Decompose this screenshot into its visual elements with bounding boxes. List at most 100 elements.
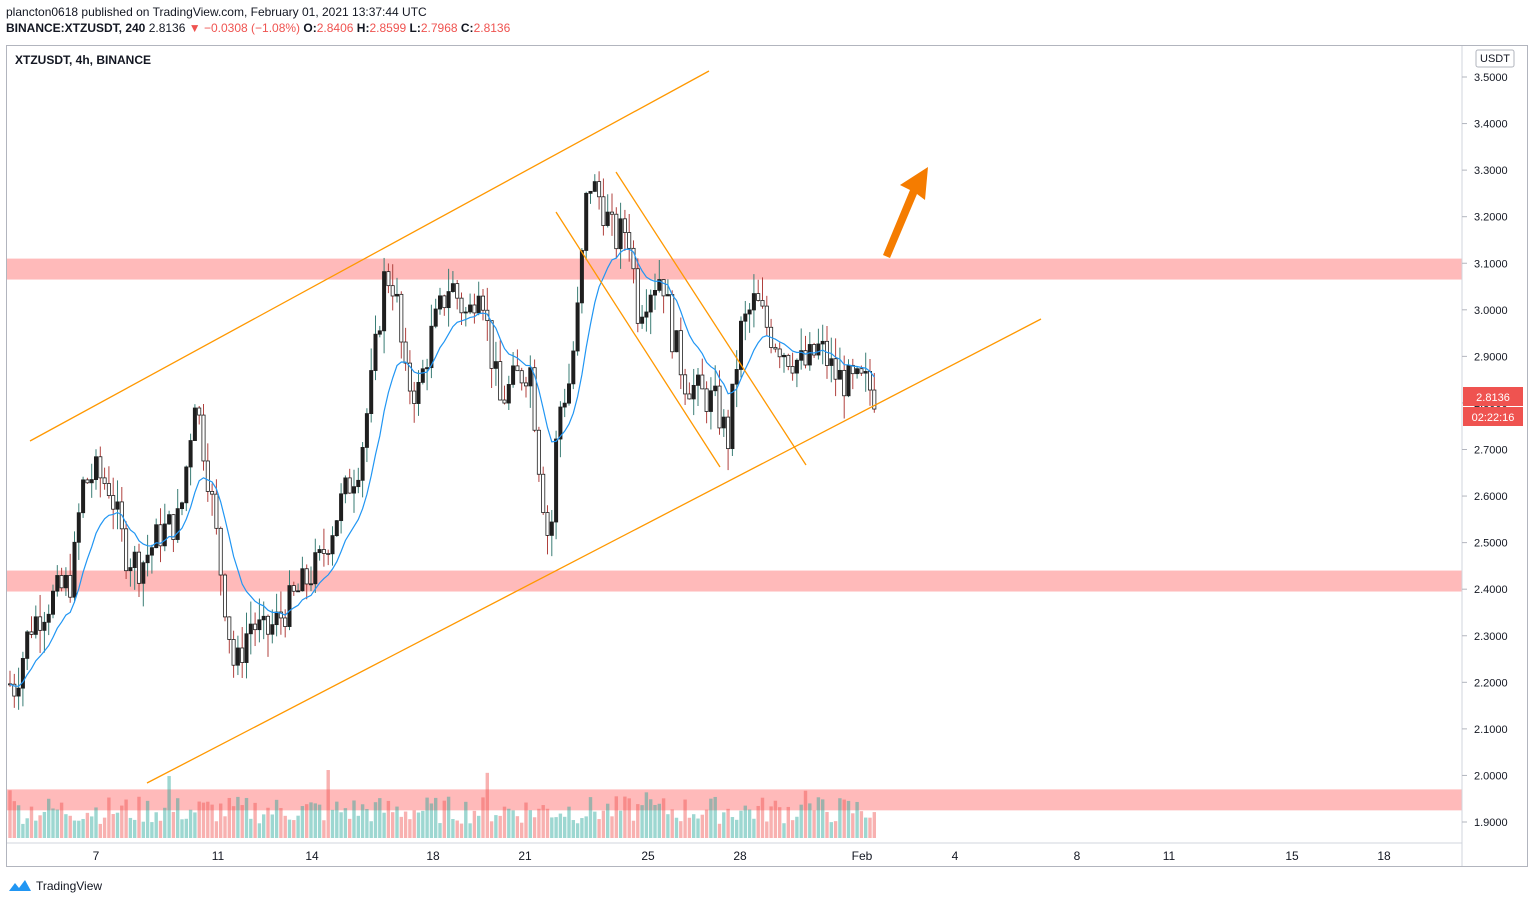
candle-body <box>433 308 438 327</box>
candle-body <box>154 524 159 549</box>
volume-bar <box>640 805 644 838</box>
time-tick-label: 15 <box>1285 849 1299 863</box>
candle-body <box>665 294 670 297</box>
candle-body <box>390 285 395 297</box>
volume-bar <box>283 815 287 838</box>
time-tick-label: 14 <box>305 849 319 863</box>
candle-body <box>85 479 90 484</box>
moving-average-line <box>9 248 875 687</box>
candle-body <box>670 294 675 353</box>
volume-bar <box>21 823 25 838</box>
candle-body <box>115 501 120 510</box>
candle-body <box>227 616 232 640</box>
volume-bar <box>769 806 773 838</box>
volume-bar <box>563 816 567 838</box>
candle-body <box>386 271 391 287</box>
volume-bar <box>851 813 855 838</box>
candle-body <box>141 562 146 584</box>
candle-body <box>567 383 572 404</box>
volume-bar <box>326 770 330 838</box>
footer: TradingView <box>8 878 102 894</box>
open-value: 2.8406 <box>316 21 354 35</box>
volume-bar <box>644 792 649 838</box>
volume-bar <box>223 816 227 838</box>
volume-bar <box>674 817 679 838</box>
volume-bar <box>253 802 257 838</box>
candle-body <box>476 295 481 314</box>
candle-body <box>764 305 769 328</box>
candle-body <box>743 313 748 322</box>
volume-bar <box>593 811 597 838</box>
volume-bar <box>511 810 515 838</box>
currency-label: USDT <box>1480 53 1510 65</box>
volume-bar <box>735 819 739 838</box>
volume-bar <box>171 811 176 838</box>
volume-bar <box>391 812 395 838</box>
volume-bar <box>455 820 459 838</box>
volume-bar <box>68 815 72 838</box>
chart-frame[interactable] <box>6 45 1528 867</box>
volume-bar <box>743 805 747 838</box>
candle-body <box>59 575 64 589</box>
volume-bar <box>59 802 64 838</box>
volume-bar <box>141 821 145 838</box>
candle-body <box>756 293 761 301</box>
candle-body <box>760 300 765 307</box>
support-resistance-zones <box>7 258 1462 811</box>
volume-bar <box>575 823 580 838</box>
volume-bar <box>236 796 240 838</box>
price-axis: 3.5000 3.4000 3.3000 3.2000 3.1000 3.0000 2.90… <box>1462 72 1508 829</box>
price-zone <box>7 789 1462 811</box>
chart-legend: XTZUSDT, 4h, BINANCE <box>15 53 151 67</box>
candle-body <box>51 590 56 615</box>
candle-body <box>111 495 116 510</box>
time-tick-label: 18 <box>426 849 440 863</box>
candle-body <box>244 633 249 663</box>
candle-body <box>872 389 877 410</box>
candle-body <box>369 370 374 414</box>
candle-body <box>807 344 812 366</box>
volume-bar <box>614 796 618 838</box>
candle-body <box>536 429 541 475</box>
candle-body <box>326 553 331 555</box>
symbol-line: BINANCE:XTZUSDT, 240 <box>6 21 146 35</box>
candle-body <box>270 624 275 635</box>
candle-body <box>248 623 253 635</box>
candle-body <box>94 456 99 480</box>
volume-bar <box>214 821 219 838</box>
candle-body <box>72 541 77 598</box>
candle-body <box>407 362 412 392</box>
close-value: 2.8136 <box>473 21 511 35</box>
footer-brand: TradingView <box>36 879 103 893</box>
volume-bar <box>231 806 236 838</box>
price-tick-label: 2.2000 <box>1474 677 1508 689</box>
candle-body <box>463 311 468 314</box>
candle-body <box>455 283 460 299</box>
candle-body <box>214 493 219 529</box>
price-change: −0.0308 (−1.08%) <box>203 21 301 35</box>
currency-badge[interactable] <box>1475 49 1515 68</box>
candle-body <box>829 358 834 366</box>
candle-body <box>480 295 485 311</box>
volume-bar <box>102 817 107 838</box>
candle-body <box>472 304 477 314</box>
volume-bar <box>72 820 77 838</box>
volume-bar <box>176 798 180 838</box>
candle-body <box>446 291 451 309</box>
last-price-label: 2.8136 <box>148 21 186 35</box>
volume-bar <box>313 803 317 838</box>
candle-body <box>210 491 215 495</box>
candle-body <box>33 616 38 635</box>
candle-body <box>283 617 288 627</box>
volume-bar <box>803 790 808 838</box>
candle-body <box>102 477 107 484</box>
candle-body <box>799 350 804 361</box>
volume-bar <box>339 812 343 838</box>
candle-body <box>713 385 718 392</box>
candle-body <box>265 615 270 635</box>
price-zone <box>7 570 1462 592</box>
volume-bar <box>666 814 670 838</box>
volume-bar <box>34 820 38 838</box>
candle-body <box>571 350 576 385</box>
